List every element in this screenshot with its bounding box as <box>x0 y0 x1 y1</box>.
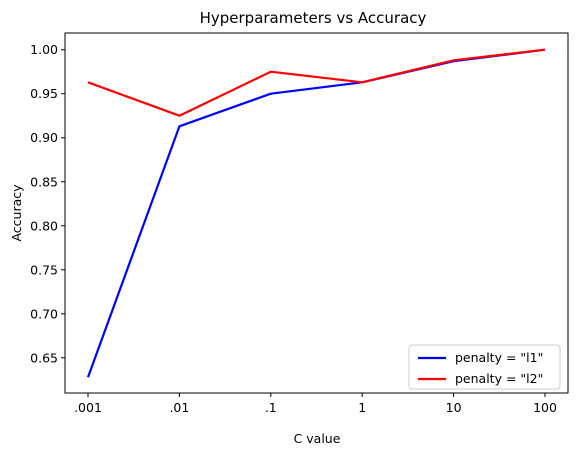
y-tick-label: 0.80 <box>30 218 58 233</box>
y-tick-label: 0.65 <box>30 350 58 365</box>
x-tick-label: .01 <box>169 400 189 415</box>
x-tick-label: 1 <box>358 400 366 415</box>
y-tick-label: 0.95 <box>30 86 58 101</box>
legend: penalty = "l1" penalty = "l2" <box>408 344 561 390</box>
series-line-l2 <box>87 48 546 117</box>
x-axis-label: C value <box>294 431 341 446</box>
y-axis-label: Accuracy <box>9 184 24 242</box>
series-lines <box>86 48 546 378</box>
x-tick-label: 100 <box>533 400 557 415</box>
plot-area-frame <box>64 32 569 394</box>
series-line-l1 <box>86 48 546 378</box>
legend-label-l2: penalty = "l2" <box>455 371 543 386</box>
y-tick-label: 1.00 <box>30 42 58 57</box>
y-tick-label: 0.85 <box>30 174 58 189</box>
y-tick-label: 0.90 <box>30 130 58 145</box>
x-tick-label: .1 <box>265 400 277 415</box>
x-tick-label: 10 <box>446 400 462 415</box>
y-tick-label: 0.70 <box>30 306 58 321</box>
chart-title: Hyperparameters vs Accuracy <box>200 9 427 27</box>
legend-label-l1: penalty = "l1" <box>455 350 543 365</box>
y-axis-ticks: 0.65 0.70 0.75 0.80 0.85 0.90 0.95 1.00 <box>30 42 65 365</box>
x-axis-ticks: .001 .01 .1 1 10 100 <box>74 393 557 415</box>
legend-frame <box>408 344 561 390</box>
y-tick-label: 0.75 <box>30 262 58 277</box>
x-tick-label: .001 <box>74 400 102 415</box>
